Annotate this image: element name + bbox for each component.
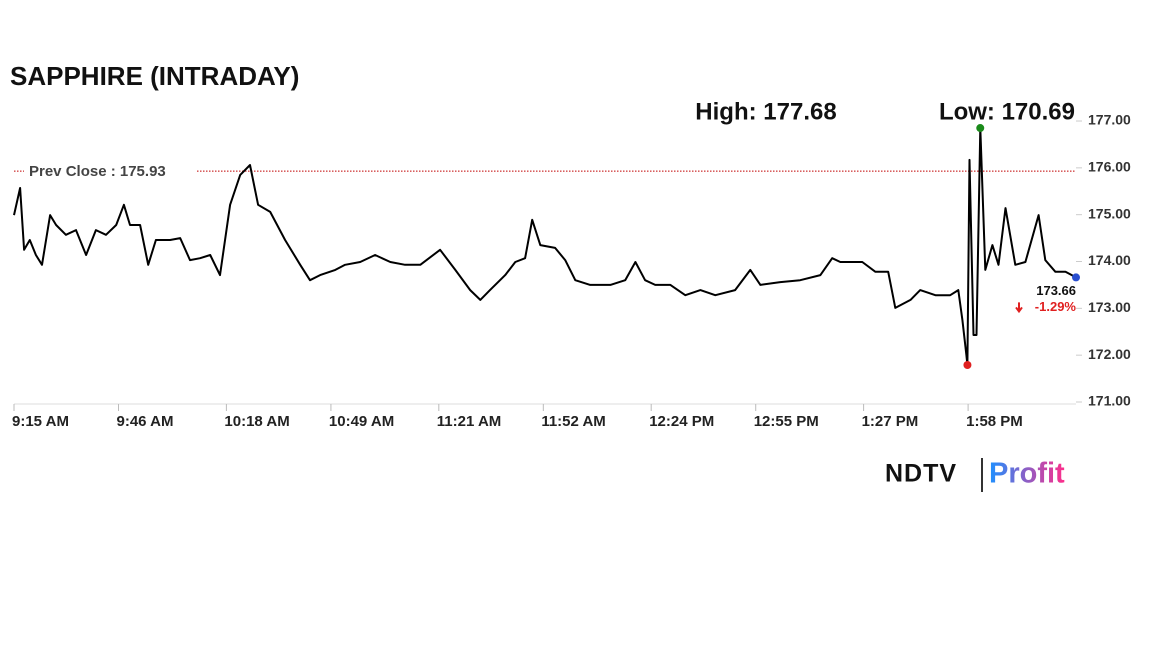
x-tick-label: 1:58 PM bbox=[966, 413, 1023, 430]
y-tick-label: 171.00 bbox=[1088, 393, 1131, 409]
y-tick-label: 174.00 bbox=[1088, 252, 1131, 268]
x-tick-label: 11:52 AM bbox=[541, 413, 605, 430]
y-tick-label: 173.00 bbox=[1088, 299, 1131, 315]
x-tick-label: 1:27 PM bbox=[862, 413, 919, 430]
change-label: -1.29% bbox=[1035, 299, 1077, 314]
x-tick-label: 9:15 AM bbox=[12, 413, 69, 430]
prev-close-bg bbox=[24, 161, 196, 182]
brand-profit: Profit bbox=[989, 458, 1065, 490]
y-tick-label: 172.00 bbox=[1088, 346, 1131, 362]
prev-close-label: Prev Close : 175.93 bbox=[29, 163, 166, 180]
change-arrow bbox=[1015, 302, 1023, 314]
x-tick-label: 10:49 AM bbox=[329, 413, 394, 430]
y-tick-label: 177.00 bbox=[1088, 112, 1131, 128]
x-tick-label: 10:18 AM bbox=[224, 413, 289, 430]
x-tick-label: 9:46 AM bbox=[117, 413, 174, 430]
x-tick-label: 11:21 AM bbox=[437, 413, 501, 430]
x-tick-label: 12:24 PM bbox=[649, 413, 714, 430]
chart-title: SAPPHIRE (INTRADAY) bbox=[10, 61, 299, 91]
last-value-label: 173.66 bbox=[1036, 283, 1076, 298]
y-tick-label: 176.00 bbox=[1088, 159, 1131, 175]
low-annotation: Low: 170.69 bbox=[939, 98, 1075, 125]
x-tick-label: 12:55 PM bbox=[754, 413, 819, 430]
y-tick-label: 175.00 bbox=[1088, 205, 1131, 221]
high-annotation: High: 177.68 bbox=[695, 98, 836, 125]
low-dot bbox=[963, 361, 972, 370]
last-dot bbox=[1072, 273, 1080, 282]
high-dot bbox=[976, 124, 985, 133]
brand-ndtv: NDTV bbox=[885, 460, 957, 488]
price-line bbox=[13, 127, 1077, 366]
